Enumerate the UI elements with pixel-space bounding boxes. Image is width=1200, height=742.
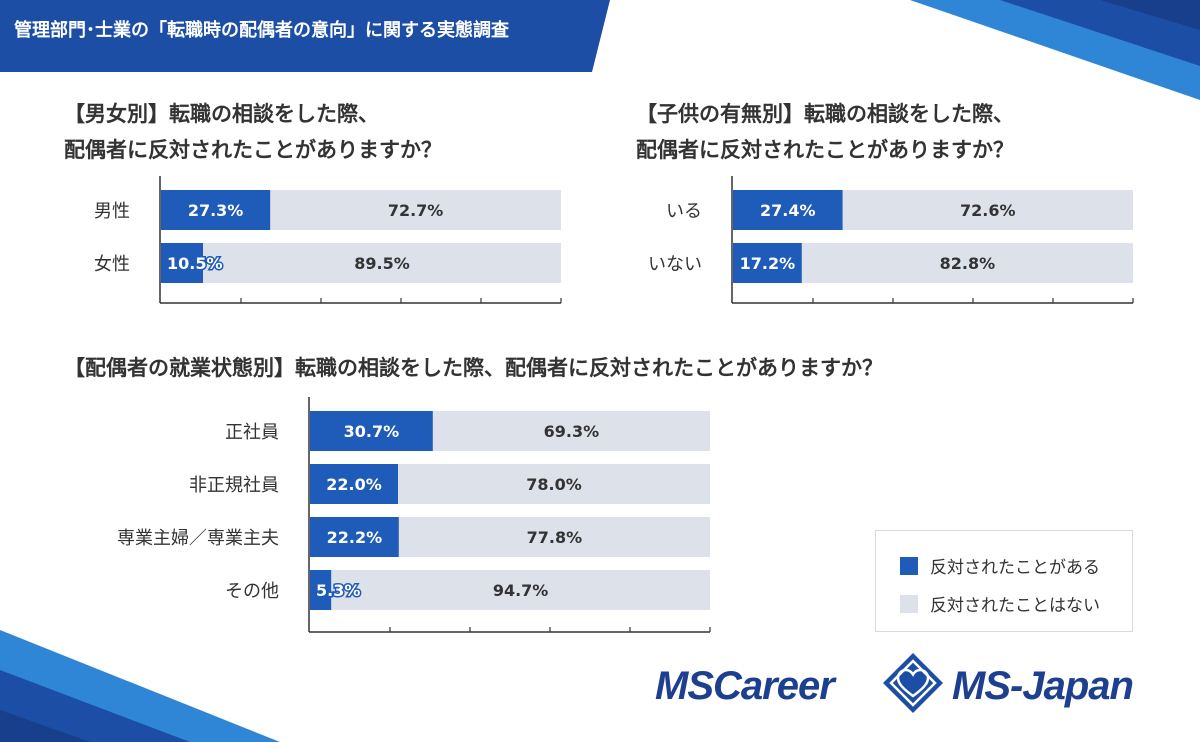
- data-label-not-opposed: 69.3%: [544, 422, 600, 441]
- bar-opposed: [733, 190, 843, 230]
- legend-item-opposed: 反対されたことがある: [900, 553, 1100, 578]
- bar-not-opposed: [398, 517, 710, 557]
- bar-not-opposed: [801, 243, 1133, 283]
- bar-opposed: [310, 411, 433, 451]
- data-label-opposed: 22.2%: [327, 528, 383, 547]
- data-label-opposed: 22.0%: [326, 475, 382, 494]
- brand-msjapan-logo: MS-Japan: [952, 664, 1134, 708]
- data-label-opposed: 27.4%: [760, 201, 816, 220]
- bar-opposed: [161, 243, 203, 283]
- question-gender: 【男女別】転職の相談をした際、 配偶者に反対されたことがありますか？: [64, 96, 442, 168]
- bottom-left-decoration: [0, 630, 280, 742]
- bar-opposed: [310, 464, 398, 504]
- bar-not-opposed: [432, 411, 710, 451]
- category-label: いる: [666, 201, 702, 222]
- data-label-not-opposed: 78.0%: [526, 475, 582, 494]
- data-label-opposed: 27.3%: [188, 201, 244, 220]
- brand-mscareer-logo: MSCareer: [655, 664, 835, 708]
- question-children: 【子供の有無別】転職の相談をした際、 配偶者に反対されたことがありますか？: [636, 96, 1014, 168]
- data-label-not-opposed: 94.7%: [493, 581, 549, 600]
- chart-legend: 反対されたことがある 反対されたことはない: [875, 530, 1133, 632]
- data-label-not-opposed: 89.5%: [354, 254, 410, 273]
- category-label: いない: [648, 254, 702, 275]
- bar-not-opposed: [398, 464, 710, 504]
- legend-swatch-not-opposed: [900, 594, 918, 613]
- question-gender-line-1: 【男女別】転職の相談をした際、: [64, 102, 379, 126]
- data-label-not-opposed: 72.7%: [388, 201, 444, 220]
- bar-not-opposed: [270, 190, 561, 230]
- question-children-line-2: 配偶者に反対されたことがありますか？: [636, 138, 1014, 162]
- category-label: 専業主婦／専業主夫: [117, 528, 279, 549]
- data-label-not-opposed: 77.8%: [527, 528, 583, 547]
- legend-swatch-opposed: [900, 556, 918, 575]
- data-label-opposed: 10.5%: [167, 254, 223, 273]
- bar-opposed: [733, 243, 802, 283]
- legend-label-opposed: 反対されたことがある: [930, 558, 1100, 578]
- bar-not-opposed: [203, 243, 561, 283]
- category-label: 男性: [94, 201, 130, 222]
- category-label: 非正規社員: [189, 475, 279, 496]
- category-label: 正社員: [225, 422, 279, 443]
- header-banner-shape: [0, 0, 610, 72]
- bar-not-opposed: [842, 190, 1133, 230]
- bar-opposed: [310, 517, 399, 557]
- data-label-opposed: 30.7%: [344, 422, 400, 441]
- data-label-not-opposed: 82.8%: [940, 254, 996, 273]
- category-label: その他: [225, 581, 279, 602]
- legend-label-not-opposed: 反対されたことはない: [930, 596, 1100, 616]
- category-label: 女性: [94, 254, 130, 275]
- page-title: 管理部門･士業の「転職時の配偶者の意向」に関する実態調査: [14, 20, 509, 41]
- diamond-heart-logo-icon: [883, 653, 943, 713]
- question-employment: 【配偶者の就業状態別】転職の相談をした際、配偶者に反対されたことがありますか？: [64, 350, 883, 386]
- question-employment-line-1: 【配偶者の就業状態別】転職の相談をした際、配偶者に反対されたことがありますか？: [64, 356, 883, 380]
- bar-opposed: [161, 190, 271, 230]
- data-label-opposed: 5.3%: [316, 581, 360, 600]
- top-right-decoration: [910, 0, 1200, 100]
- bar-not-opposed: [331, 570, 710, 610]
- question-children-line-1: 【子供の有無別】転職の相談をした際、: [636, 102, 1014, 126]
- data-label-not-opposed: 72.6%: [960, 201, 1016, 220]
- header-banner: 管理部門･士業の「転職時の配偶者の意向」に関する実態調査: [0, 0, 610, 72]
- data-label-opposed: 17.2%: [740, 254, 796, 273]
- legend-item-not-opposed: 反対されたことはない: [900, 591, 1100, 616]
- question-gender-line-2: 配偶者に反対されたことがありますか？: [64, 138, 442, 162]
- bar-opposed: [310, 570, 332, 610]
